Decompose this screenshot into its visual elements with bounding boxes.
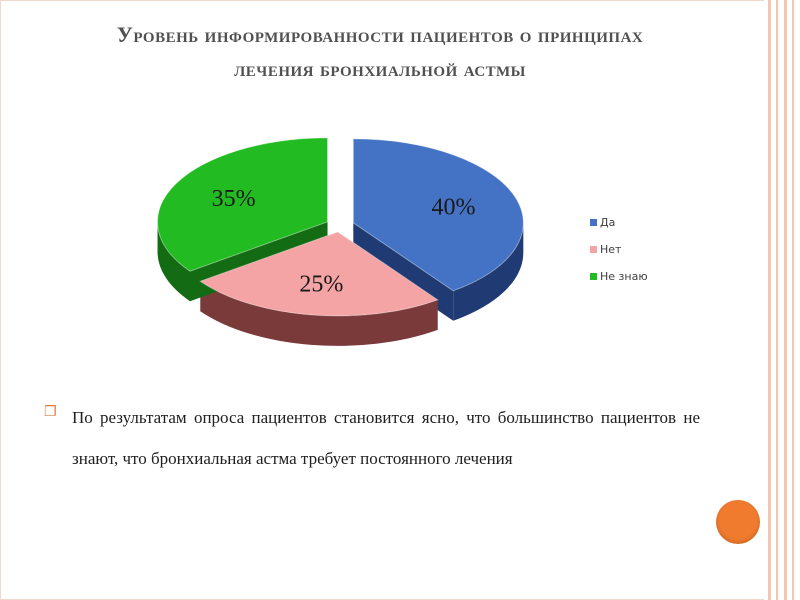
pie-slice-Да bbox=[352, 138, 524, 292]
pie-label-Да: 40% bbox=[432, 195, 476, 221]
bullet-text: По результатам опроса пациентов становит… bbox=[72, 408, 700, 468]
pie-slice-side-Не знаю bbox=[157, 221, 190, 302]
slide-title-line1: Уровень информированности пациентов о пр… bbox=[116, 22, 644, 47]
legend-swatch-Нет bbox=[590, 246, 597, 253]
slide-right-border bbox=[764, 0, 800, 600]
pie-slice-side-Да bbox=[453, 222, 524, 321]
bullet-icon: ❒ bbox=[44, 404, 57, 420]
pie-tops bbox=[157, 137, 524, 317]
pie-chart: 40% 25% 35% Да Нет Не знаю bbox=[157, 137, 648, 346]
pie-slice-side-Нет bbox=[200, 281, 438, 346]
pie-label-Не знаю: 35% bbox=[212, 186, 256, 212]
pie-slice-Не знаю bbox=[157, 137, 329, 272]
legend-label-Не знаю: Не знаю bbox=[600, 270, 648, 283]
pie-label-Нет: 25% bbox=[299, 271, 343, 297]
pie-labels: 40% 25% 35% bbox=[212, 186, 476, 297]
decorative-orange-circle bbox=[716, 500, 760, 544]
slide-title-line2: лечения бронхиальной астмы bbox=[234, 56, 526, 81]
legend-swatch-Не знаю bbox=[590, 273, 597, 280]
legend-label-Да: Да bbox=[600, 216, 615, 229]
legend-label-Нет: Нет bbox=[600, 243, 622, 256]
chart-legend: Да Нет Не знаю bbox=[590, 216, 648, 283]
pie-slice-Нет bbox=[199, 231, 439, 317]
legend-swatch-Да bbox=[590, 219, 597, 226]
bullet-item: ❒ По результатам опроса пациентов станов… bbox=[44, 397, 700, 479]
